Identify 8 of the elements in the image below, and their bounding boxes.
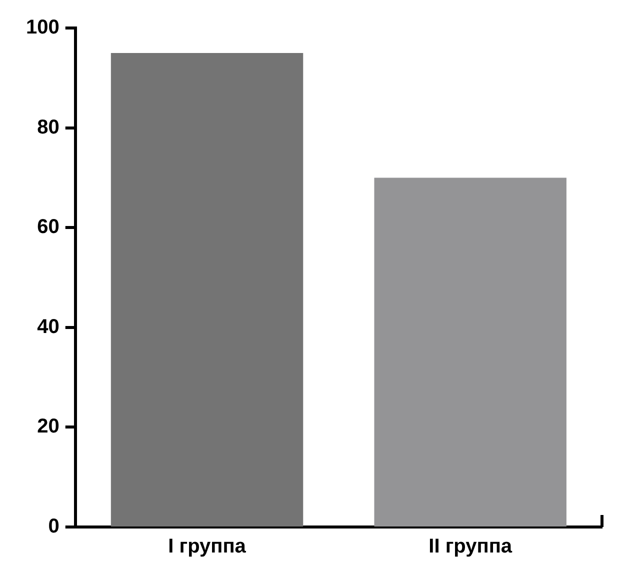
y-tick-label: 80: [37, 116, 60, 138]
x-tick-label: I группа: [168, 536, 247, 558]
x-tick-label: II группа: [428, 536, 513, 558]
y-tick-label: 40: [37, 316, 60, 338]
y-tick-label: 100: [26, 16, 60, 39]
y-tick-label: 20: [37, 416, 60, 438]
y-tick-label: 60: [37, 216, 60, 238]
y-tick-label: 0: [48, 516, 60, 538]
